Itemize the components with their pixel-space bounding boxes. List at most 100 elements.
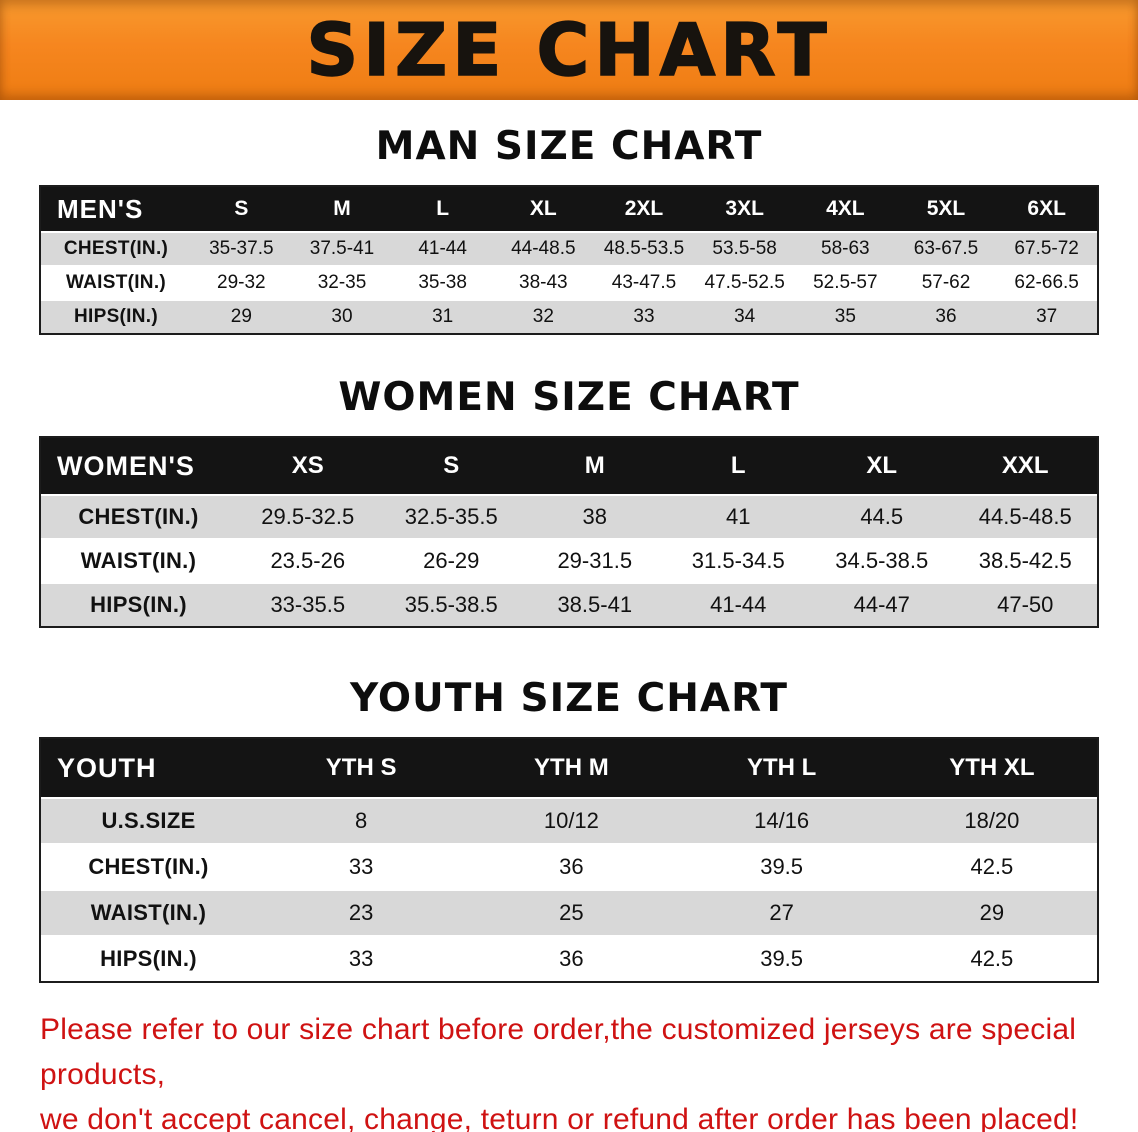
table-cell: 39.5 [760, 854, 804, 879]
table-row: CHEST(IN.) 29.5-32.5 32.5-35.5 38 41 44.5 44.5… [41, 494, 1097, 538]
table-cell: 62-66.5 [1014, 272, 1079, 293]
table-header-row: MEN'S S M L XL 2XL 3XL 4XL 5XL 6XL [41, 187, 1097, 231]
table-cell: 14/16 [754, 808, 810, 833]
table-row: WAIST(IN.) 23.5-26 26-29 29-31.5 31.5-34.5 34… [41, 538, 1097, 582]
table-cell: 31 [432, 306, 454, 327]
table-cell: 35-37.5 [209, 238, 274, 259]
table-cell: 44.5 [860, 504, 904, 529]
table-cell: 43-47.5 [611, 272, 677, 293]
table-cell: 25 [559, 900, 584, 925]
table-cell: 38.5-42.5 [978, 548, 1072, 573]
table-cell: 38 [582, 504, 607, 529]
table-cell: 29.5-32.5 [261, 504, 355, 529]
table-row: WAIST(IN.) 29-32 32-35 35-38 38-43 43-47.5 47.… [41, 265, 1097, 299]
youth-size-chart-section: YOUTH SIZE CHART YOUTH YTH S YTH M YTH L YTH… [0, 676, 1138, 983]
column-header: YTH S [325, 754, 397, 781]
table-cell: 29 [979, 900, 1005, 925]
women-section-title: WOMEN SIZE CHART [338, 375, 800, 420]
youth-size-table: YOUTH YTH S YTH M YTH L YTH XL U.S.SIZE 8 10/12… [39, 737, 1099, 983]
column-header: 6XL [1027, 197, 1066, 220]
column-header: XL [529, 197, 557, 220]
youth-section-title: YOUTH SIZE CHART [350, 676, 788, 721]
column-header: S [234, 197, 249, 220]
table-cell: 32.5-35.5 [404, 504, 498, 529]
column-header: XL [866, 452, 898, 479]
table-cell: 44-47 [853, 592, 910, 617]
table-cell: 10/12 [543, 808, 599, 833]
column-header: 5XL [926, 197, 966, 220]
table-cell: 33-35.5 [270, 592, 346, 617]
table-cell: 32 [532, 306, 554, 327]
table-cell: 36 [559, 946, 584, 971]
table-cell: 36 [559, 854, 584, 879]
table-cell: 41-44 [710, 592, 767, 617]
notice-line-1: Please refer to our size chart before or… [40, 1013, 1077, 1091]
table-row: HIPS(IN.) 33-35.5 35.5-38.5 38.5-41 41-44 44-… [41, 582, 1097, 626]
table-cell: 31.5-34.5 [691, 548, 785, 573]
column-header: S [443, 452, 460, 479]
row-label: CHEST(IN.) [88, 854, 209, 879]
table-cell: 41 [726, 504, 751, 529]
table-row: CHEST(IN.) 35-37.5 37.5-41 41-44 44-48.5 48.5… [41, 231, 1097, 265]
table-row: HIPS(IN.) 33 36 39.5 42.5 [41, 935, 1097, 981]
column-header: M [584, 452, 605, 479]
table-cell: 58-63 [821, 238, 870, 259]
table-cell: 23.5-26 [270, 548, 346, 573]
table-cell: 47-50 [997, 592, 1054, 617]
table-cell: 30 [331, 306, 353, 327]
table-cell: 35.5-38.5 [404, 592, 498, 617]
table-header-row: WOMEN'S XS S M L XL XXL [41, 438, 1097, 494]
table-cell: 41-44 [418, 238, 467, 259]
table-cell: 29-31.5 [557, 548, 633, 573]
column-header: M [333, 197, 351, 220]
row-label: HIPS(IN.) [100, 946, 197, 971]
column-header: 3XL [725, 197, 764, 220]
column-header: YTH M [534, 754, 609, 781]
table-cell: 57-62 [921, 272, 971, 293]
row-label: HIPS(IN.) [74, 306, 158, 327]
table-cell: 35-38 [418, 272, 467, 293]
table-cell: 37.5-41 [309, 238, 375, 259]
column-header: YTH L [746, 754, 817, 781]
column-header: XS [291, 452, 324, 479]
table-row: HIPS(IN.) 29 30 31 32 33 34 35 36 37 [41, 299, 1097, 333]
row-label: WAIST(IN.) [65, 272, 167, 293]
row-label: U.S.SIZE [101, 808, 196, 833]
top-banner: SIZE CHART [0, 0, 1138, 100]
table-cell: 29 [230, 306, 252, 327]
column-header: XXL [1001, 452, 1049, 479]
table-cell: 8 [355, 808, 368, 833]
table-cell: 27 [769, 900, 794, 925]
page-title: SIZE CHART [306, 8, 832, 92]
table-cell: 53.5-58 [712, 238, 777, 259]
table-cell: 47.5-52.5 [704, 272, 785, 293]
table-cell: 33 [348, 946, 374, 971]
table-cell: 23 [348, 900, 374, 925]
row-label: CHEST(IN.) [63, 238, 169, 259]
table-cell: 42.5 [970, 854, 1014, 879]
table-cell: 38.5-41 [557, 592, 633, 617]
table-cell: 26-29 [423, 548, 480, 573]
women-size-table: WOMEN'S XS S M L XL XXL CHEST(IN.) 29.5-32.5 32.5… [39, 436, 1099, 628]
table-cell: 37 [1036, 306, 1058, 327]
column-header: 2XL [624, 197, 664, 220]
women-size-chart-section: WOMEN SIZE CHART WOMEN'S XS S M L XL XXL CHEST(… [0, 375, 1138, 628]
table-cell: 29-32 [217, 272, 266, 293]
footer-notice: Please refer to our size chart before or… [40, 1007, 1138, 1132]
column-header: 4XL [826, 197, 865, 220]
table-row: WAIST(IN.) 23 25 27 29 [41, 889, 1097, 935]
men-size-table: MEN'S S M L XL 2XL 3XL 4XL 5XL 6XL CHEST(IN.) 35-37… [39, 185, 1099, 335]
row-label: HIPS(IN.) [90, 592, 187, 617]
table-cell: 35 [834, 306, 856, 327]
column-header: YTH XL [949, 754, 1035, 781]
table-cell: 48.5-53.5 [603, 238, 685, 259]
men-size-chart-section: MAN SIZE CHART MEN'S S M L XL 2XL 3XL 4XL 5XL 6XL… [0, 124, 1138, 335]
table-cell: 34 [734, 306, 756, 327]
table-cell: 67.5-72 [1014, 238, 1079, 259]
table-cell: 44.5-48.5 [978, 504, 1072, 529]
men-section-title: MAN SIZE CHART [375, 124, 763, 169]
table-cell: 34.5-38.5 [835, 548, 929, 573]
table-cell: 33 [348, 854, 374, 879]
table-group-label: WOMEN'S [57, 450, 195, 481]
